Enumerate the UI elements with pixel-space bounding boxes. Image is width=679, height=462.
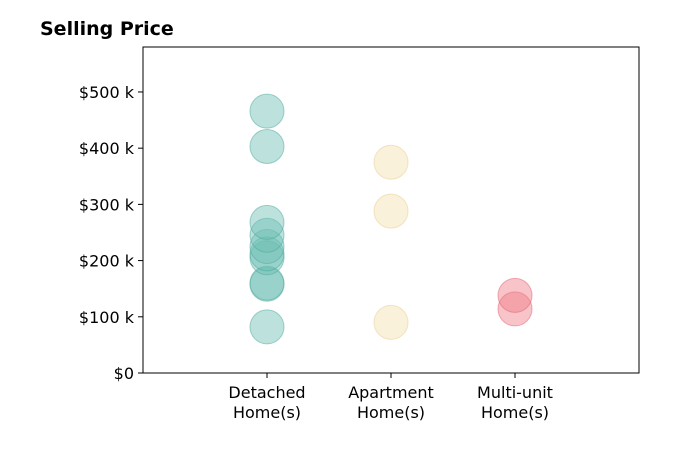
x-tick-label-line1: Detached [228, 383, 305, 402]
data-point [249, 229, 285, 265]
data-point [373, 144, 409, 180]
y-tick-label: $200 k [79, 252, 135, 271]
data-point [249, 236, 285, 272]
y-tick-label: $100 k [79, 308, 135, 327]
data-point [249, 93, 285, 129]
y-axis: $0 $100 k $200 k $300 k $400 k $500 k [79, 83, 143, 383]
data-point [373, 193, 409, 229]
y-tick-label: $0 [114, 364, 134, 383]
y-tick-label: $500 k [79, 83, 135, 102]
points-layer [249, 93, 533, 345]
x-tick-label-line2: Home(s) [481, 403, 549, 422]
data-point [497, 277, 533, 313]
data-point [373, 304, 409, 340]
chart-title: Selling Price [40, 18, 174, 40]
x-tick-label-line1: Multi-unit [477, 383, 553, 402]
data-point [249, 128, 285, 164]
x-tick-label-line2: Home(s) [357, 403, 425, 422]
data-point [249, 217, 285, 253]
x-tick-label-line1: Apartment [348, 383, 434, 402]
data-point [249, 265, 285, 301]
data-point [249, 309, 285, 345]
x-axis: DetachedHome(s)ApartmentHome(s)Multi-uni… [228, 373, 553, 422]
y-tick-label: $400 k [79, 139, 135, 158]
data-point [249, 204, 285, 240]
data-point [497, 291, 533, 327]
x-tick-label-line2: Home(s) [233, 403, 301, 422]
y-tick-label: $300 k [79, 195, 135, 214]
